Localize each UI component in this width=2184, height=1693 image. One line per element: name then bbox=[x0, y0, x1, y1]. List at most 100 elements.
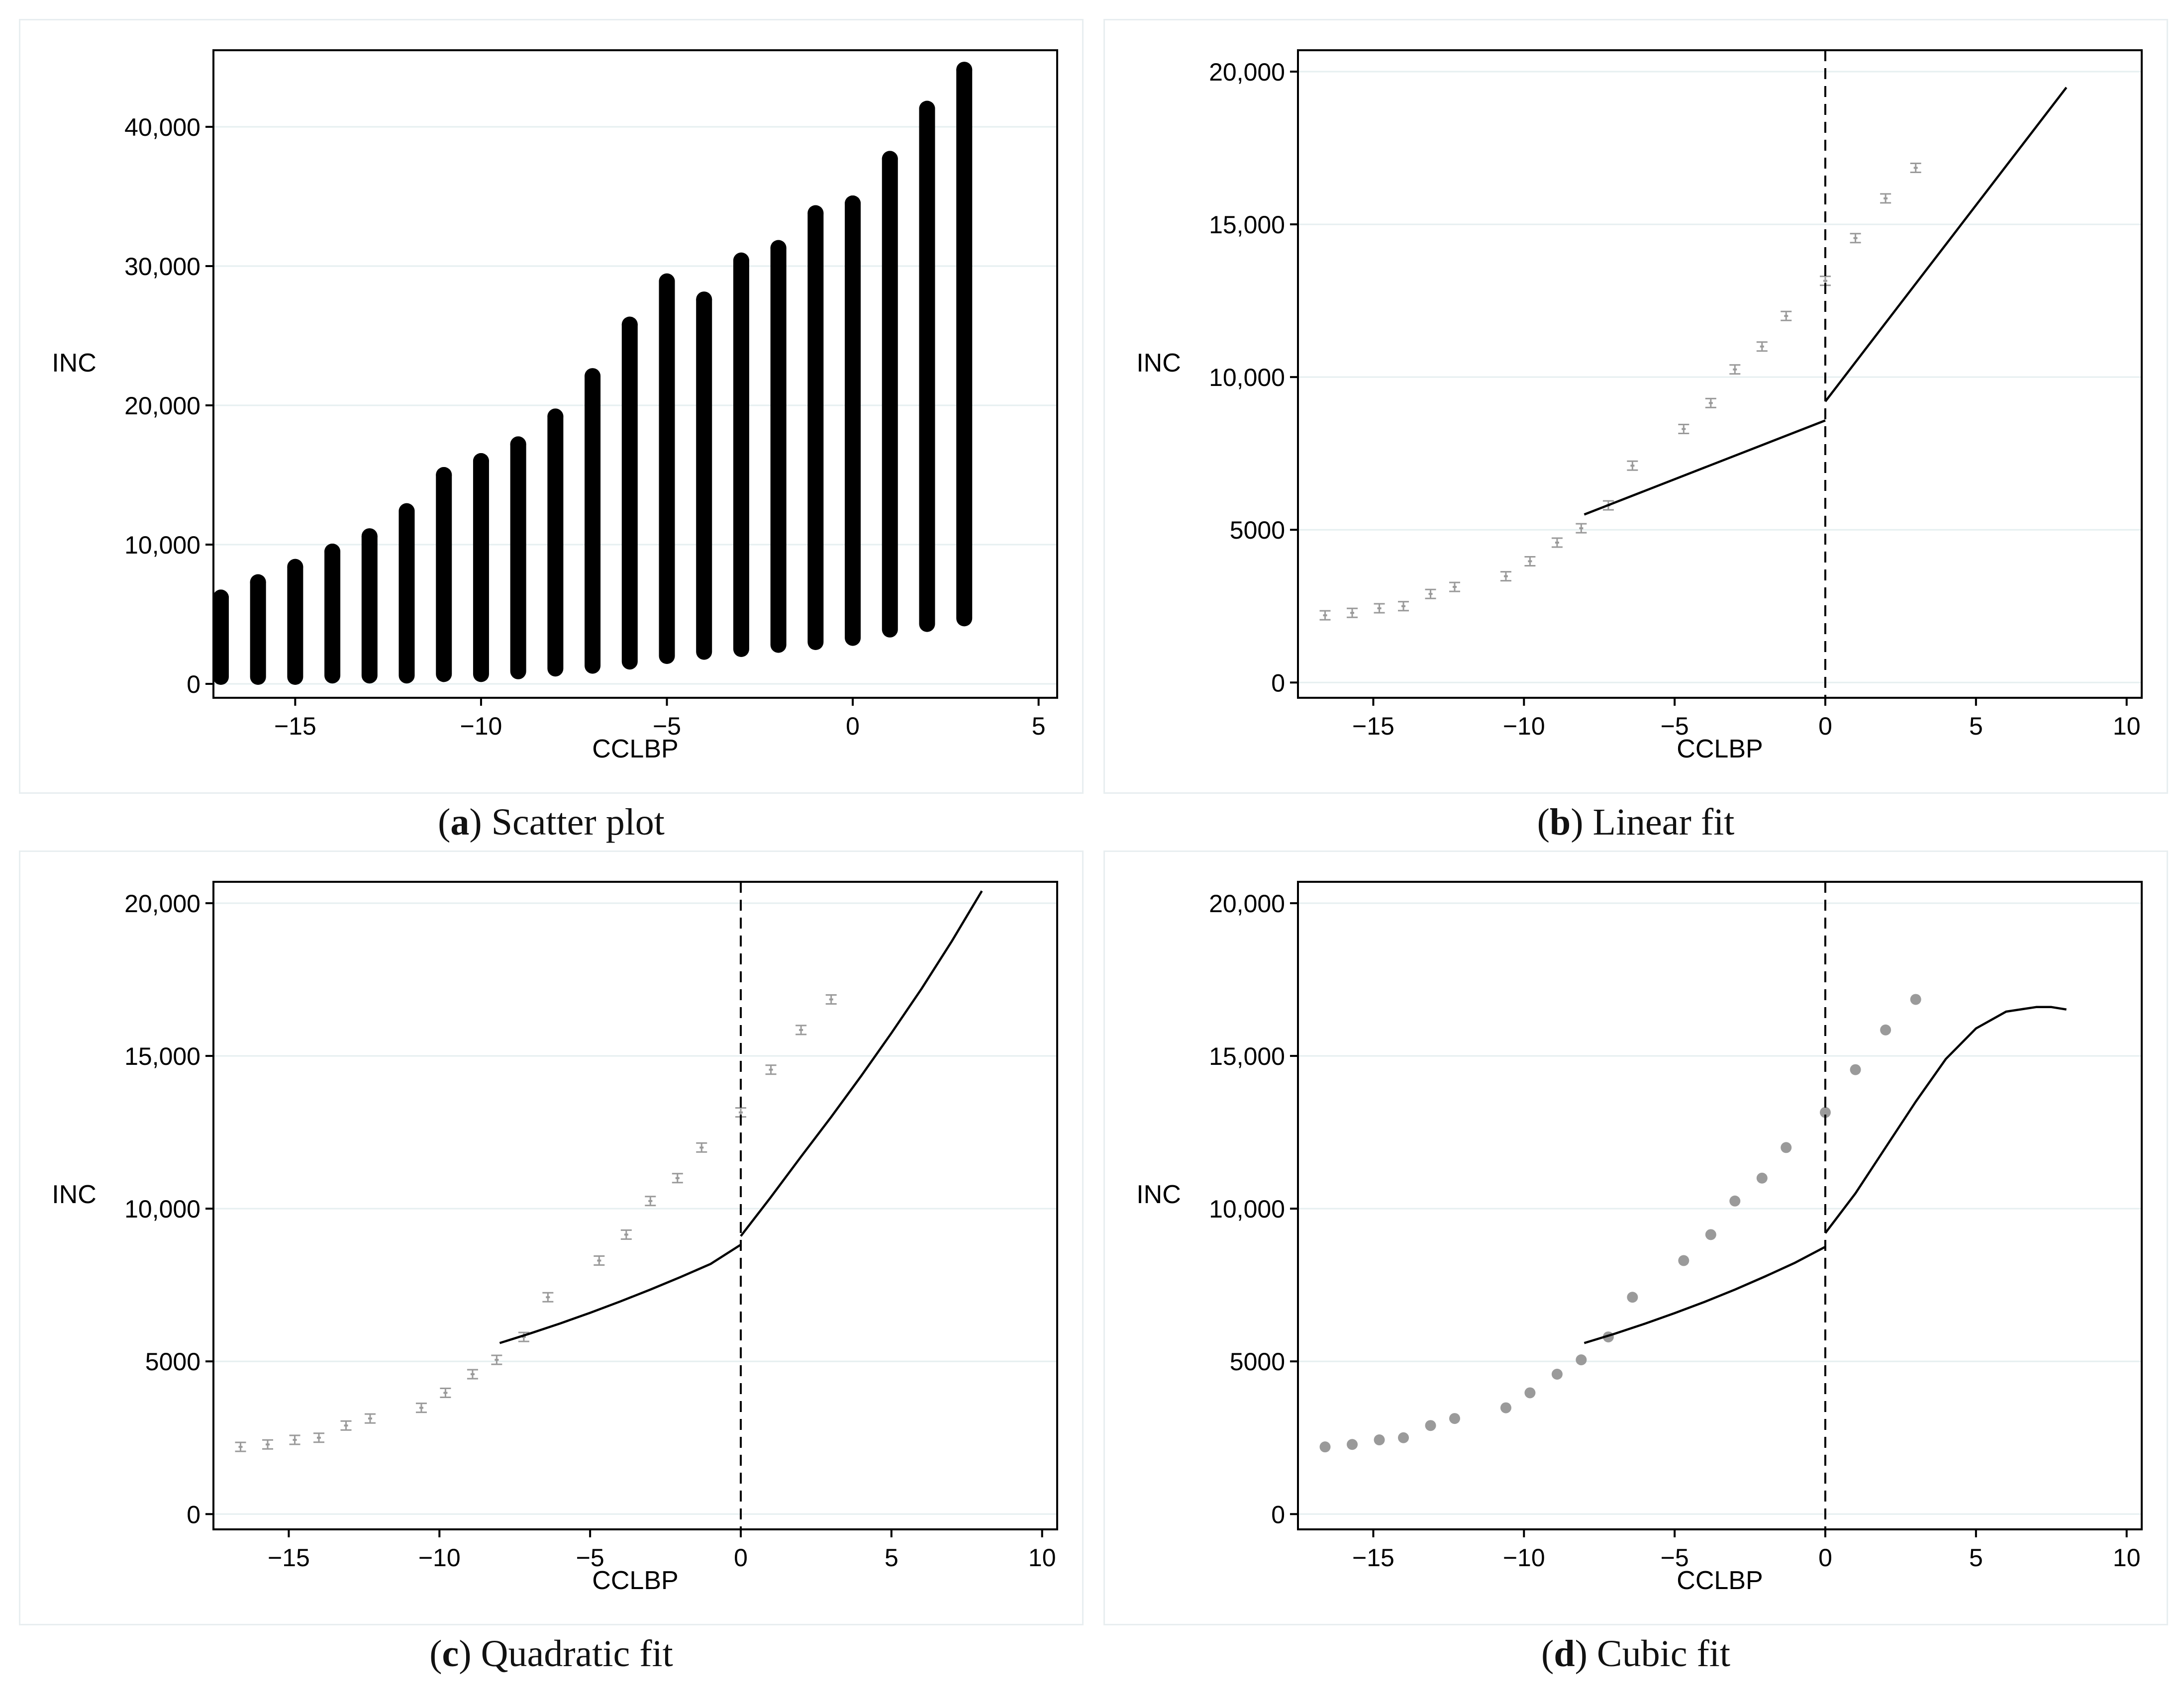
panel-b: 0 5000 10,000 15,000 20,000 −15 −10 −5 0 5 10 CCLB… bbox=[1103, 19, 2168, 794]
bin-mean bbox=[1627, 1292, 1638, 1303]
x-tick-label: 5 bbox=[1969, 712, 1983, 740]
fit-lines-b bbox=[1584, 50, 2068, 698]
y-tick-label: 20,000 bbox=[1209, 58, 1285, 86]
x-tick-label: 10 bbox=[1028, 1544, 1056, 1572]
data-point bbox=[621, 316, 638, 333]
panel-d: 0 5000 10,000 15,000 20,000 −15 −10 −5 0 5 10 CCLB… bbox=[1103, 850, 2168, 1625]
y-axis-label-d: INC bbox=[1136, 1180, 1181, 1209]
chart-c-svg: 0 5000 10,000 15,000 20,000 −15 −10 −5 0 5 10 CCLB… bbox=[52, 881, 1058, 1595]
y-tick-label: 5000 bbox=[145, 1348, 200, 1376]
panel-letter-a: a bbox=[450, 801, 470, 843]
x-tick-label: −15 bbox=[274, 712, 316, 740]
x-tick-label: 5 bbox=[1969, 1544, 1983, 1572]
x-axis-label-c: CCLBP bbox=[592, 1566, 678, 1595]
y-tick-label: 5000 bbox=[1230, 516, 1285, 544]
data-point bbox=[919, 100, 935, 117]
data-point bbox=[845, 195, 861, 211]
y-tick-label: 10,000 bbox=[124, 1195, 200, 1223]
y-tick-label: 10,000 bbox=[124, 531, 200, 559]
y-axis-label-c: INC bbox=[52, 1180, 97, 1209]
x-tick-label: 5 bbox=[885, 1544, 898, 1572]
data-points-b bbox=[1323, 167, 1918, 617]
y-tick-label: 40,000 bbox=[124, 113, 200, 141]
data-point bbox=[436, 467, 452, 483]
x-tick-label: 10 bbox=[2113, 712, 2141, 740]
caption-a: (a) Scatter plot bbox=[438, 801, 665, 843]
chart-a-svg: 0 10,000 20,000 30,000 40,000 −15 −10 −5 0 5 CCLB… bbox=[52, 49, 1058, 763]
fit-lines-d bbox=[1584, 882, 2067, 1529]
plot-frame-c bbox=[212, 881, 1058, 1530]
axes-c: 0 5000 10,000 15,000 20,000 −15 −10 −5 0 5 10 bbox=[124, 890, 1056, 1572]
panel-letter-b: b bbox=[1549, 801, 1571, 843]
data-point bbox=[696, 291, 712, 308]
x-tick-label: −5 bbox=[653, 712, 681, 740]
y-tick-label: 5000 bbox=[1230, 1348, 1285, 1376]
x-axis-label-b: CCLBP bbox=[1677, 735, 1763, 763]
bin-mean bbox=[1500, 1402, 1511, 1413]
y-tick-label: 10,000 bbox=[1209, 364, 1285, 391]
data-point bbox=[807, 205, 824, 221]
fit-lines-c bbox=[499, 882, 983, 1529]
y-tick-label: 15,000 bbox=[1209, 211, 1285, 239]
x-tick-label: −10 bbox=[1503, 1544, 1545, 1572]
panel-letter-c: c bbox=[442, 1633, 459, 1675]
y-tick-label: 10,000 bbox=[1209, 1195, 1285, 1223]
y-tick-label: 0 bbox=[1271, 669, 1285, 697]
bin-mean bbox=[1729, 1195, 1741, 1207]
axes-b: 0 5000 10,000 15,000 20,000 −15 −10 −5 0 5 10 bbox=[1209, 58, 2140, 740]
data-point bbox=[287, 559, 303, 575]
bin-mean bbox=[1678, 1255, 1689, 1266]
x-axis-label-a: CCLBP bbox=[592, 735, 678, 763]
x-tick-label: 0 bbox=[1818, 712, 1832, 740]
x-axis-label-d: CCLBP bbox=[1677, 1566, 1763, 1595]
axes-a: 0 10,000 20,000 30,000 40,000 −15 −10 −5 0 5 bbox=[124, 113, 1045, 740]
plot-frame-d bbox=[1297, 881, 2143, 1530]
x-tick-label: −15 bbox=[1352, 712, 1394, 740]
y-tick-label: 0 bbox=[1271, 1501, 1285, 1528]
bin-mean bbox=[1820, 1107, 1831, 1118]
x-tick-label: 10 bbox=[2113, 1544, 2141, 1572]
x-tick-label: −15 bbox=[268, 1544, 310, 1572]
fit-line-right bbox=[1824, 1006, 2067, 1234]
bin-mean bbox=[1756, 1172, 1768, 1184]
plot-frame-b bbox=[1297, 49, 2143, 699]
x-tick-label: 0 bbox=[1818, 1544, 1832, 1572]
data-point bbox=[733, 252, 749, 269]
bin-mean bbox=[1705, 1229, 1716, 1240]
x-tick-label: −5 bbox=[576, 1544, 604, 1572]
bin-mean bbox=[1781, 1142, 1792, 1153]
fit-line-right bbox=[740, 890, 983, 1237]
bin-mean bbox=[1374, 1434, 1385, 1446]
y-tick-label: 20,000 bbox=[124, 392, 200, 420]
y-tick-label: 20,000 bbox=[124, 890, 200, 918]
caption-text-b: Linear fit bbox=[1592, 801, 1735, 843]
bin-mean bbox=[1425, 1420, 1436, 1431]
panel-c: 0 5000 10,000 15,000 20,000 −15 −10 −5 0 5 10 CCLB… bbox=[19, 850, 1084, 1625]
chart-b-svg: 0 5000 10,000 15,000 20,000 −15 −10 −5 0 5 10 CCLB… bbox=[1136, 49, 2143, 763]
data-point bbox=[547, 408, 564, 425]
caption-b: (b) Linear fit bbox=[1537, 801, 1735, 843]
data-point bbox=[324, 544, 341, 560]
ci-bars-b bbox=[1319, 162, 1921, 621]
y-tick-label: 15,000 bbox=[1209, 1042, 1285, 1070]
data-point bbox=[770, 240, 787, 256]
data-point bbox=[473, 453, 489, 469]
caption-c: (c) Quadratic fit bbox=[429, 1633, 673, 1675]
data-point bbox=[212, 589, 229, 606]
x-tick-label: −10 bbox=[1503, 712, 1545, 740]
bin-mean bbox=[1880, 1024, 1891, 1035]
bin-mean bbox=[1524, 1387, 1536, 1399]
data-points-d bbox=[1319, 994, 1921, 1453]
x-tick-label: 0 bbox=[846, 712, 860, 740]
y-tick-label: 30,000 bbox=[124, 253, 200, 281]
x-tick-label: −15 bbox=[1352, 1544, 1394, 1572]
x-tick-label: −10 bbox=[418, 1544, 461, 1572]
panel-letter-d: d bbox=[1554, 1633, 1575, 1675]
bin-mean bbox=[1449, 1413, 1460, 1424]
bin-mean bbox=[1551, 1369, 1563, 1380]
ci-bars-c bbox=[235, 994, 837, 1452]
bin-mean bbox=[1398, 1432, 1409, 1443]
data-points-c bbox=[238, 998, 833, 1448]
y-tick-label: 0 bbox=[187, 670, 200, 698]
data-point bbox=[659, 273, 675, 289]
